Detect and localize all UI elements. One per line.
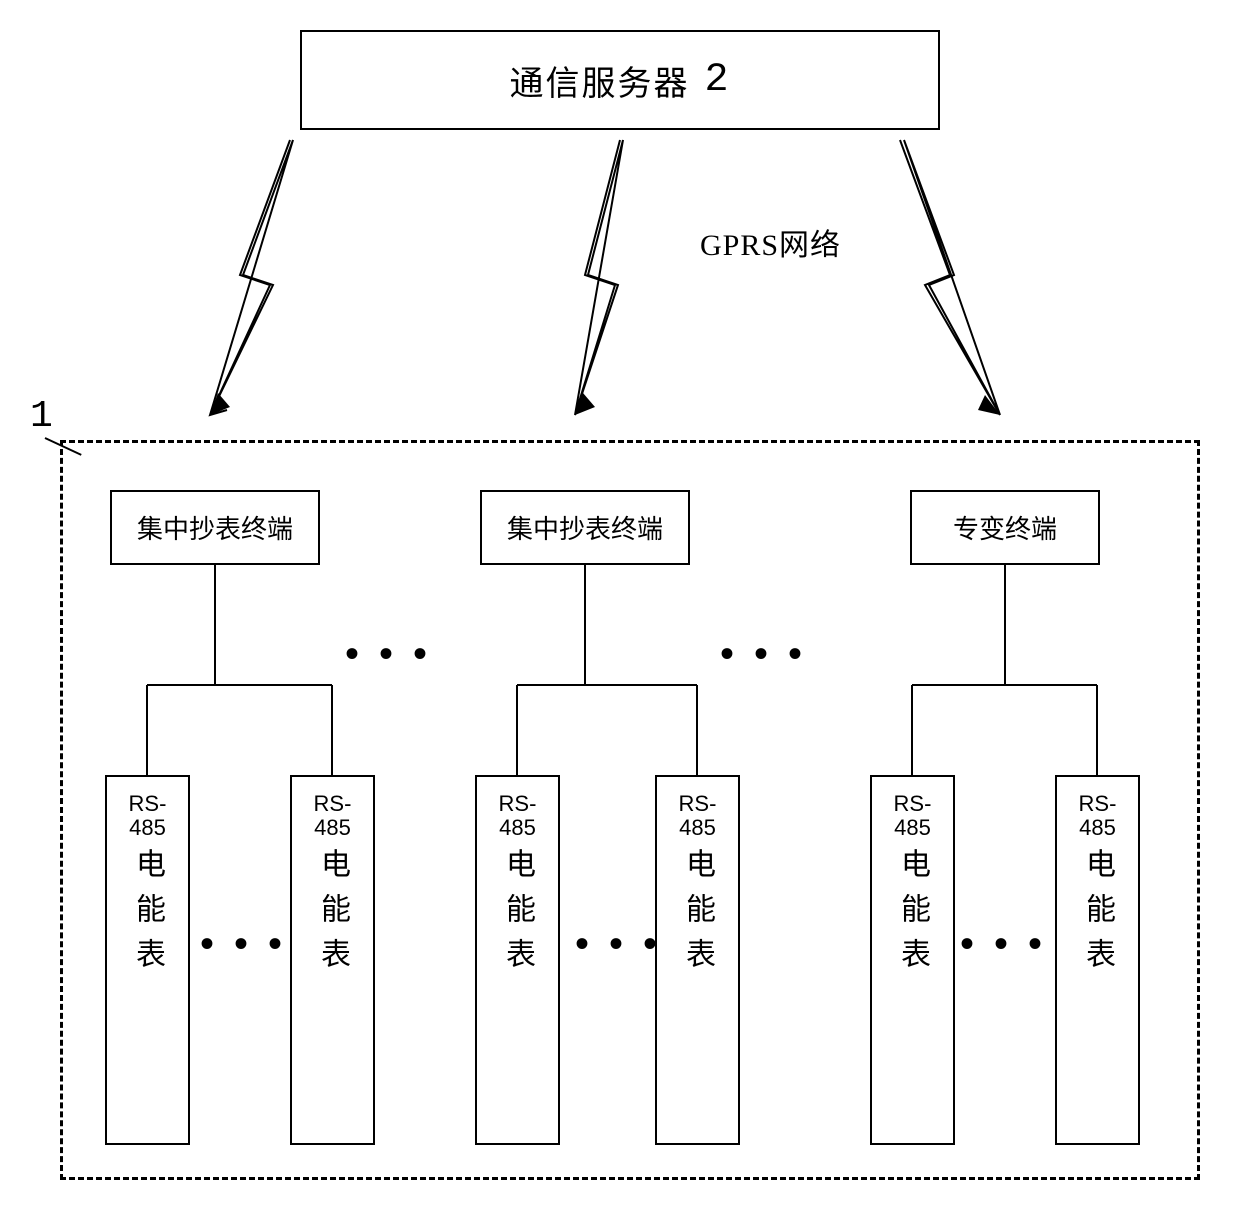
- connector-group-2: [475, 565, 740, 780]
- meter-box: RS- 485 电能表: [655, 775, 740, 1145]
- server-label: 通信服务器: [509, 56, 689, 105]
- ellipsis: • • •: [200, 920, 287, 967]
- lightning-icon: [560, 135, 650, 425]
- meter-box: RS- 485 电能表: [475, 775, 560, 1145]
- gprs-label: GPRS网络: [700, 220, 841, 264]
- server-number: 2: [704, 58, 730, 103]
- terminal-box-3: 专变终端: [910, 490, 1100, 565]
- connector-group-3: [870, 565, 1140, 780]
- meter-box: RS- 485 电能表: [1055, 775, 1140, 1145]
- connector-group-1: [105, 565, 375, 780]
- reference-1: 1: [30, 395, 53, 438]
- terminal-box-1: 集中抄表终端: [110, 490, 320, 565]
- diagram-root: 通信服务器 2 GPRS网络 1 集中抄表终端 集中抄表终端 专变终端 • • …: [0, 0, 1240, 1213]
- server-box: 通信服务器 2: [300, 30, 940, 130]
- meter-box: RS- 485 电能表: [105, 775, 190, 1145]
- ellipsis: • • •: [960, 920, 1047, 967]
- lightning-icon: [880, 135, 1020, 425]
- terminal-box-2: 集中抄表终端: [480, 490, 690, 565]
- lightning-icon: [195, 135, 315, 425]
- meter-box: RS- 485 电能表: [870, 775, 955, 1145]
- ellipsis: • • •: [575, 920, 662, 967]
- meter-box: RS- 485 电能表: [290, 775, 375, 1145]
